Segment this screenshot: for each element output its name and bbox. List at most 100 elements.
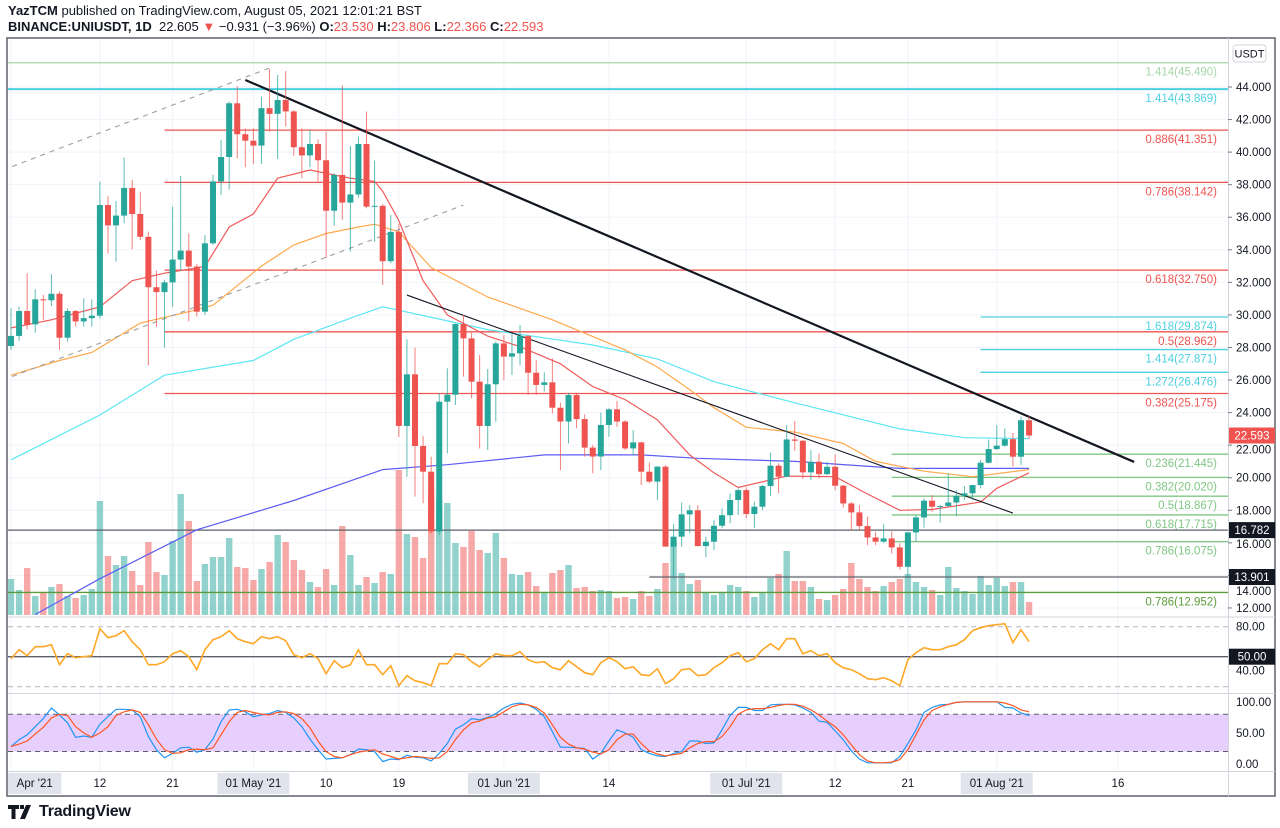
time-axis-label: Apr '21 — [17, 778, 53, 790]
stoch-axis-label: 50.00 — [1236, 728, 1265, 740]
candle — [282, 71, 289, 127]
candle — [541, 372, 548, 392]
candle-body — [161, 282, 168, 293]
rsi-midline-tag-label: 50.00 — [1238, 652, 1267, 664]
candle — [234, 86, 241, 159]
candle — [32, 289, 39, 333]
volume-bar — [15, 590, 23, 615]
price-axis-label: 22.000 — [1236, 445, 1271, 457]
volume-bar — [581, 587, 588, 615]
price-change: −0.931 (−3.96%) — [218, 19, 316, 34]
candle-body — [807, 461, 814, 473]
candle-body — [735, 490, 742, 501]
candle-body — [153, 287, 160, 293]
candle-body — [226, 103, 233, 158]
candle-body — [266, 108, 273, 114]
candle — [864, 516, 871, 546]
volume-bar — [823, 600, 831, 615]
price-axis-label: 34.000 — [1236, 245, 1271, 257]
author-name[interactable]: YazTCM — [8, 3, 58, 18]
candle-body — [387, 231, 394, 262]
candle-body — [961, 493, 968, 496]
volume-bar — [735, 587, 742, 615]
volume-bar — [937, 595, 944, 615]
last-price-tag — [1229, 427, 1275, 444]
candle-body — [929, 500, 936, 507]
rsi-pane[interactable] — [8, 622, 1228, 688]
candle — [807, 450, 814, 480]
volume-bar — [460, 547, 467, 615]
candle-body — [824, 466, 831, 475]
symbol-name[interactable]: BINANCE:UNIUSDT, 1D — [8, 19, 152, 34]
stoch-rsi-pane[interactable] — [8, 701, 1228, 764]
candle — [315, 139, 322, 182]
candle-body — [719, 515, 726, 526]
candle — [694, 505, 701, 547]
tradingview-logo[interactable]: TradingView — [8, 803, 131, 821]
price-axis-label: 14.000 — [1236, 586, 1271, 598]
rsi-midline-tag — [1229, 648, 1275, 665]
candle — [355, 136, 362, 198]
volume-bar — [904, 574, 912, 615]
candle-body — [72, 311, 79, 322]
fib-level-label: 1.272(26.476) — [1145, 376, 1217, 388]
volume-bar — [436, 500, 443, 615]
candle-body — [339, 174, 346, 203]
candle — [896, 543, 903, 570]
volume-bar — [767, 578, 774, 615]
candle-body — [460, 324, 467, 339]
candle — [484, 368, 491, 451]
volume-bar — [597, 590, 605, 615]
volume-bar — [80, 595, 87, 615]
volume-bar — [306, 582, 314, 615]
candle-body — [64, 311, 71, 338]
volume-bar — [524, 572, 532, 615]
candle — [686, 505, 693, 534]
triangle-down-icon: ▼ — [202, 19, 216, 34]
fib-level-label: 0.5(18.867) — [1158, 500, 1217, 512]
fib-level-label: 0.236(21.445) — [1145, 458, 1217, 470]
volume-bar — [72, 598, 79, 615]
candle — [605, 408, 612, 437]
candle-body — [816, 461, 822, 475]
volume-bar — [864, 587, 871, 615]
volume-bar — [355, 585, 362, 615]
candle-body — [1001, 439, 1008, 446]
candle — [791, 421, 798, 451]
time-axis-label: 19 — [392, 778, 405, 790]
candle — [64, 308, 71, 342]
candle — [331, 173, 338, 226]
time-label-highlight — [8, 773, 62, 794]
volume-bar — [799, 581, 807, 615]
volume-bar — [169, 541, 176, 615]
candle — [969, 485, 976, 501]
candle — [137, 191, 144, 241]
candle — [363, 111, 370, 209]
volume-bar — [565, 565, 572, 615]
price-pane[interactable]: 1.414(45.490) 1.414(43.869) 0.886(41.351) 0… — [3, 62, 1228, 616]
candle — [832, 454, 839, 491]
open-value: 23.530 — [333, 19, 374, 34]
candle-body — [24, 311, 31, 326]
volume-bar — [96, 501, 104, 615]
candle — [557, 402, 564, 471]
volume-bar — [120, 556, 128, 615]
volume-bar — [48, 587, 55, 615]
fib-level-label: 0.618(32.750) — [1145, 274, 1217, 286]
candle — [403, 339, 410, 477]
candle — [8, 308, 14, 350]
last-price-tag-label: 22.593 — [1234, 431, 1269, 443]
candle-body — [201, 243, 208, 312]
stoch-axis-label: 0.00 — [1236, 759, 1258, 771]
volume-bar — [896, 579, 903, 615]
fib-level-label: 1.414(43.869) — [1145, 93, 1217, 105]
candle-body — [662, 466, 669, 547]
candle — [48, 274, 55, 306]
volume-bar — [953, 588, 960, 615]
axes: 12.000 14.000 16.000 18.000 20.000 22.000 24.0… — [8, 44, 1271, 794]
time-axis-label: 21 — [166, 778, 179, 790]
price-tags: 16.782 13.901 22.593 50.00 — [1229, 427, 1275, 665]
volume-bar — [920, 587, 928, 615]
candle — [993, 425, 1000, 451]
